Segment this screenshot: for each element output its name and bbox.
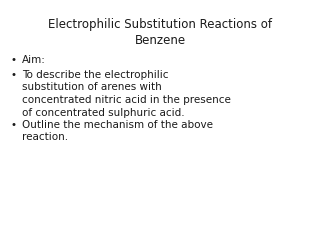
Text: •: •	[11, 55, 17, 65]
Text: substitution of arenes with: substitution of arenes with	[22, 83, 162, 92]
Text: of concentrated sulphuric acid.: of concentrated sulphuric acid.	[22, 108, 185, 118]
Text: To describe the electrophilic: To describe the electrophilic	[22, 70, 169, 80]
Text: Aim:: Aim:	[22, 55, 46, 65]
Text: reaction.: reaction.	[22, 132, 68, 143]
Text: Outline the mechanism of the above: Outline the mechanism of the above	[22, 120, 213, 130]
Text: •: •	[11, 70, 17, 80]
Text: Electrophilic Substitution Reactions of
Benzene: Electrophilic Substitution Reactions of …	[48, 18, 272, 48]
Text: •: •	[11, 120, 17, 130]
Text: concentrated nitric acid in the presence: concentrated nitric acid in the presence	[22, 95, 231, 105]
